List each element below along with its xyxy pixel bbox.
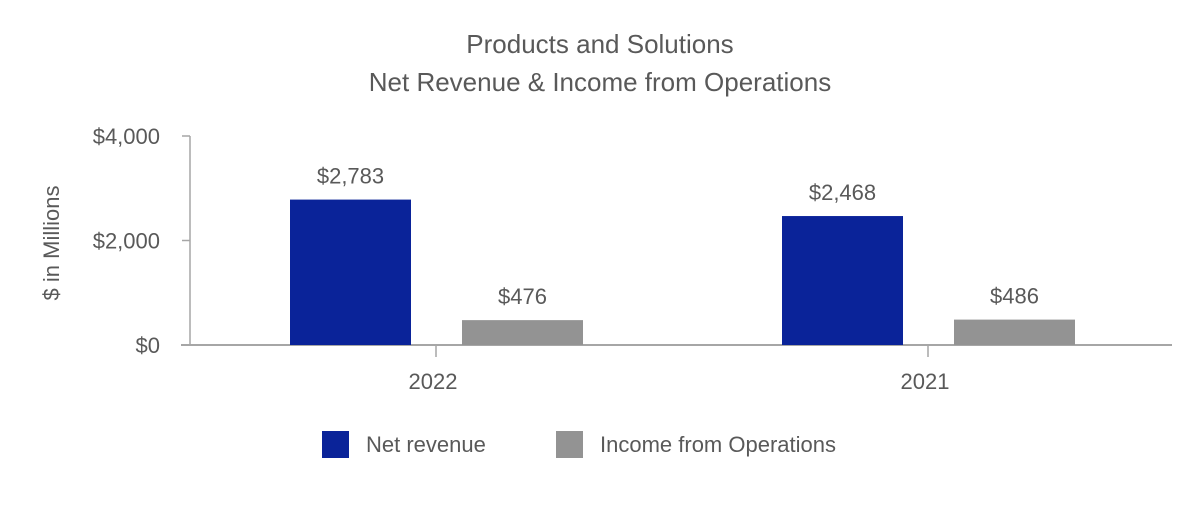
data-label: $476: [498, 284, 547, 309]
y-axis-label: $ in Millions: [39, 186, 64, 301]
legend-label: Income from Operations: [600, 432, 836, 457]
legend-label: Net revenue: [366, 432, 486, 457]
y-tick-label: $4,000: [93, 124, 160, 149]
data-label: $2,783: [317, 164, 384, 189]
y-tick-label: $2,000: [93, 229, 160, 254]
bar-net-revenue-2021: [782, 216, 903, 345]
chart-title-line-1: Products and Solutions: [466, 29, 733, 59]
data-label: $486: [990, 284, 1039, 309]
y-tick-label: $0: [136, 333, 160, 358]
bar-net-revenue-2022: [290, 199, 411, 345]
chart-title-line-2: Net Revenue & Income from Operations: [369, 67, 831, 97]
data-label: $2,468: [809, 180, 876, 205]
x-tick-label: 2022: [409, 369, 458, 394]
x-tick-label: 2021: [901, 369, 950, 394]
legend-swatch: [556, 431, 583, 458]
legend-swatch: [322, 431, 349, 458]
bar-income-from-operations-2022: [462, 320, 583, 345]
bar-income-from-operations-2021: [954, 319, 1075, 345]
